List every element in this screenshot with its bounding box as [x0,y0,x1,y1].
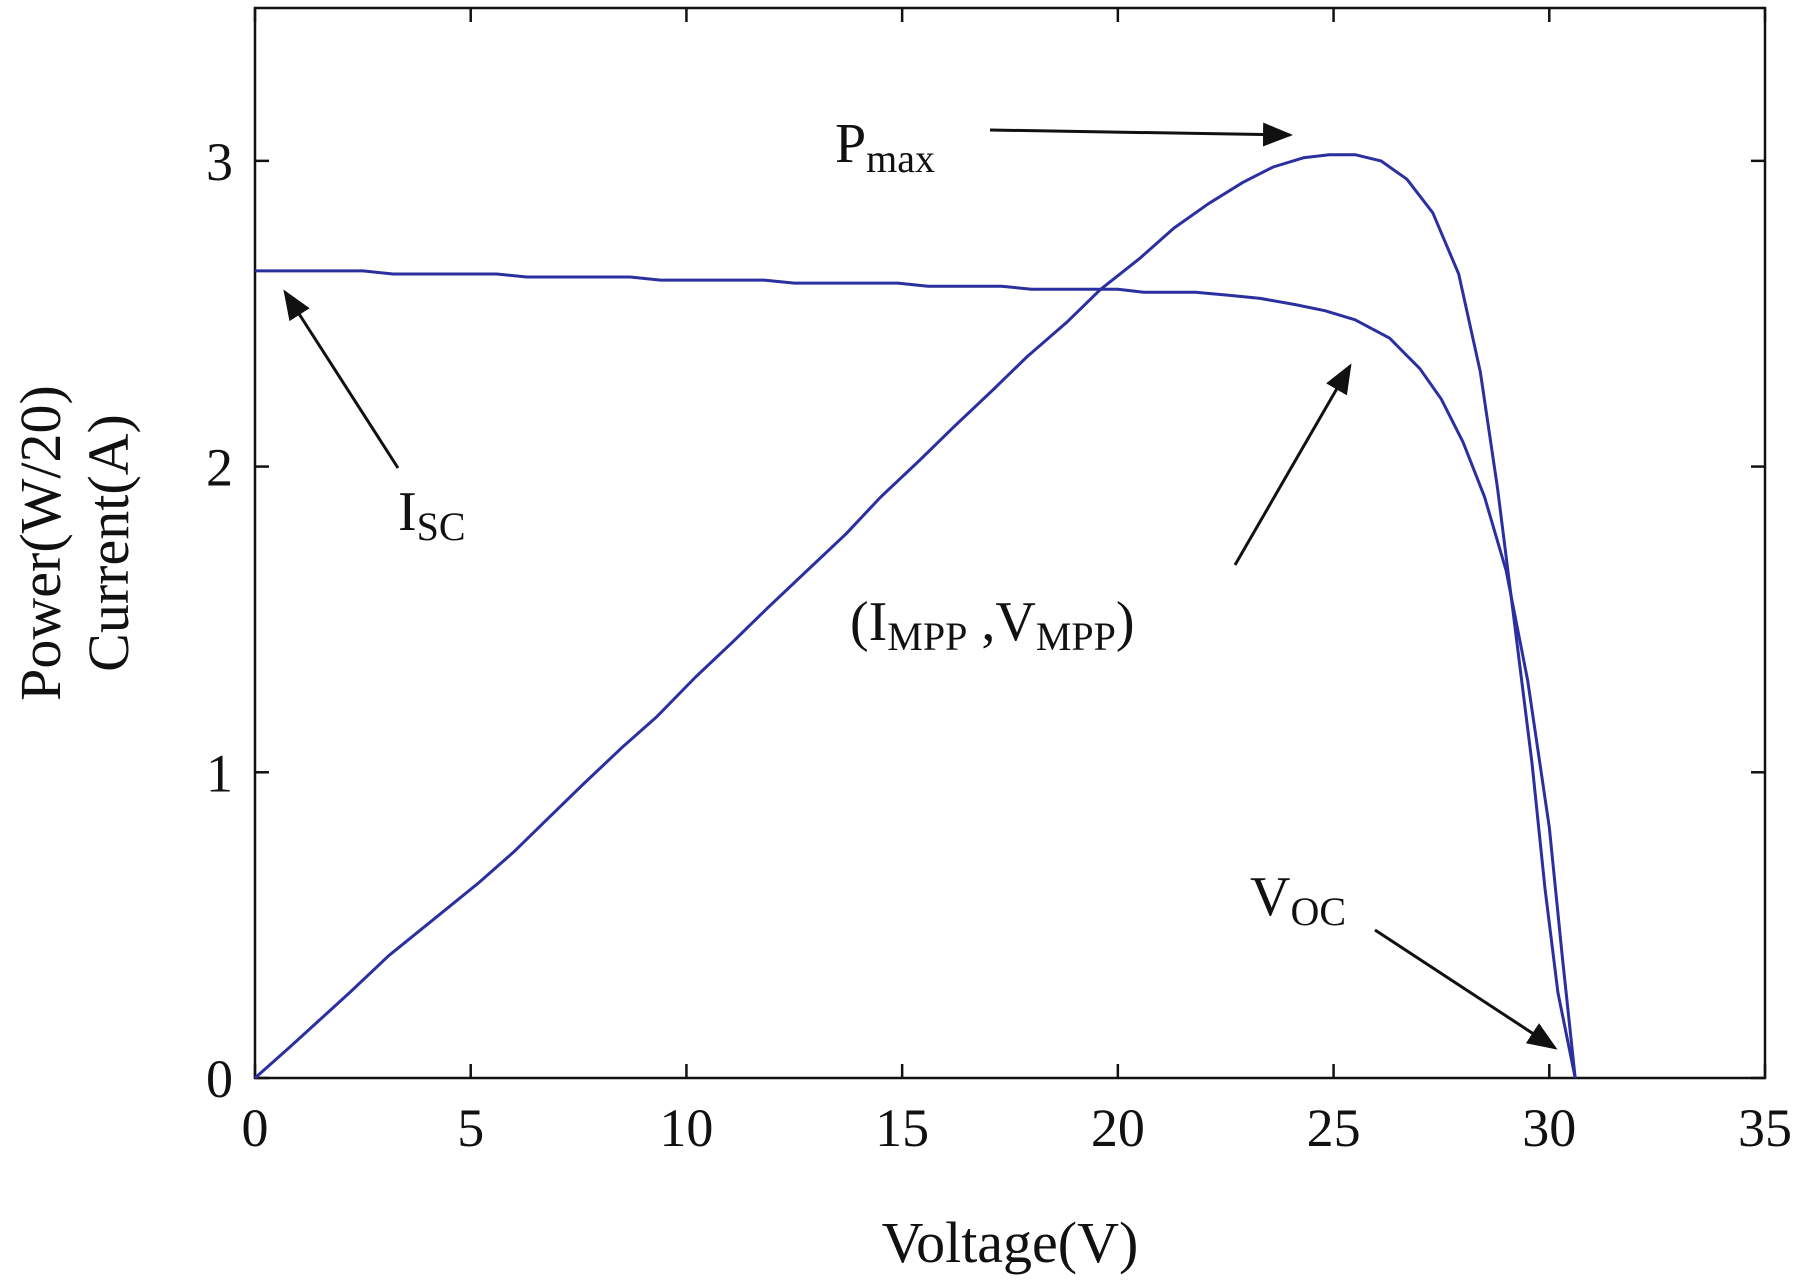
annotation-pmax: Pmax [835,113,1293,181]
plot-area-frame [253,6,1767,1080]
annotation-isc-sub: SC [417,504,466,549]
y-axis-title-line2: Current(A) [76,414,141,672]
y-axis-title-line1: Power(W/20) [8,385,73,701]
annotation-mpp: (IMPP ,VMPP) [850,363,1352,659]
annotation-voc-sub: OC [1290,889,1346,934]
series-line-2 [254,153,1577,1080]
x-tick-label: 20 [1091,1098,1145,1158]
annotation-voc: VOC [1250,866,1558,1050]
annotation-mpp-sub2: MPP [1036,614,1116,659]
y-tick-label: 3 [206,132,233,192]
x-tick-label: 35 [1738,1098,1792,1158]
annotation-isc-arrow [283,289,400,469]
x-tick-label: 30 [1522,1098,1576,1158]
annotation-isc: ISC [283,289,466,549]
x-axis-title: Voltage(V) [882,1210,1139,1275]
y-tick-label: 2 [206,438,233,498]
annotation-mpp-mid: ,V [967,591,1035,653]
annotation-pmax-sub: max [866,136,935,181]
annotation-mpp-post: ) [1116,591,1135,653]
axis-ticks [253,8,1767,1080]
y-tick-label: 0 [206,1049,233,1109]
annotation-voc-arrow [1374,928,1558,1050]
x-tick-label: 25 [1307,1098,1361,1158]
annotation-pmax-arrow [989,122,1293,147]
annotation-mpp-arrow [1233,363,1352,566]
tick-labels: 0 5 10 15 20 25 30 35 0 1 2 3 [206,132,1792,1158]
annotation-voc-main: V [1250,866,1290,928]
svg-text:Pmax: Pmax [835,113,935,181]
series-line-1 [255,269,1577,1079]
x-tick-label: 0 [242,1098,269,1158]
x-tick-label: 5 [457,1098,484,1158]
x-tick-label: 15 [875,1098,929,1158]
svg-text:VOC: VOC [1250,866,1346,934]
svg-text:ISC: ISC [398,481,466,549]
annotation-mpp-pre: (I [850,591,887,653]
annotation-isc-main: I [398,481,417,543]
series-layer [254,153,1577,1080]
x-tick-label: 10 [659,1098,713,1158]
annotation-pmax-main: P [835,113,866,175]
y-tick-label: 1 [206,743,233,803]
annotation-mpp-sub1: MPP [887,614,967,659]
svg-text:(IMPP ,VMPP): (IMPP ,VMPP) [850,591,1135,659]
